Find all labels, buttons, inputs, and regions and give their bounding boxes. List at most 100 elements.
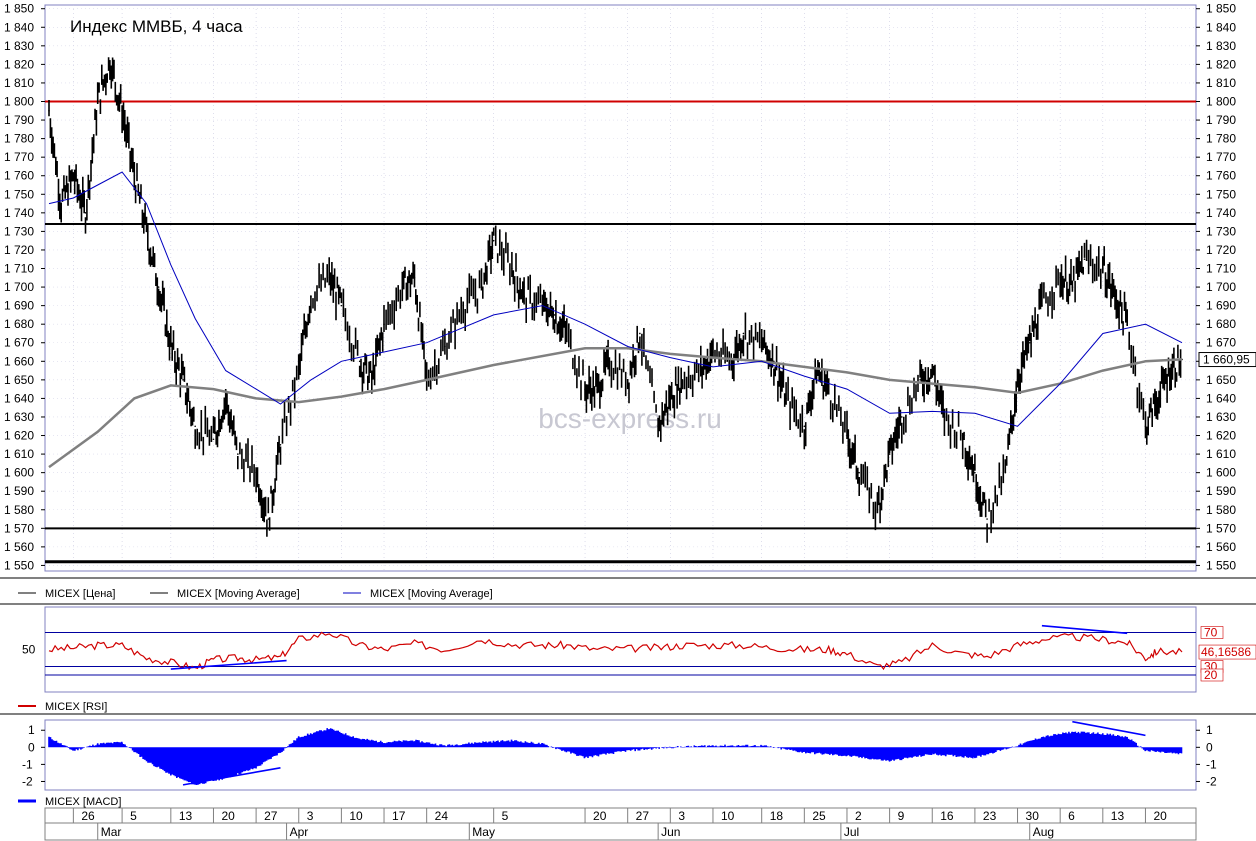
price-point	[699, 369, 702, 372]
price-point	[84, 212, 87, 214]
rsi-level-box	[1200, 668, 1224, 682]
price-point	[1083, 258, 1086, 261]
price-point	[413, 276, 416, 279]
price-tick-label: 1 710	[4, 262, 34, 276]
price-tick-label: 1 600	[1206, 466, 1236, 480]
price-point	[596, 388, 599, 390]
day-label: 24	[435, 809, 449, 823]
day-label: 26	[81, 809, 95, 823]
price-tick-label: 1 720	[1206, 243, 1236, 257]
price-bars-path	[48, 57, 1182, 543]
legend-ma-long: MICEX [Moving Average]	[177, 588, 300, 600]
price-point	[876, 508, 879, 511]
price-point	[340, 304, 343, 307]
price-point	[1016, 379, 1019, 381]
price-tick-label: 1 750	[4, 187, 34, 201]
price-tick-label: 1 620	[1206, 429, 1236, 443]
price-point	[1059, 276, 1061, 279]
rsi-frame	[44, 606, 1197, 693]
price-point	[846, 434, 848, 437]
price-tick-label: 1 650	[1206, 373, 1236, 387]
day-label: 6	[1068, 809, 1075, 823]
macd-histogram	[48, 728, 1183, 785]
price-point	[255, 471, 257, 474]
price-tick-label: 1 670	[4, 336, 34, 350]
price-point	[358, 360, 361, 363]
day-label: 25	[812, 809, 826, 823]
price-tick-label: 1 610	[1206, 447, 1236, 461]
price-point	[681, 379, 684, 381]
last-price-box	[1198, 352, 1256, 368]
horizontal-levels	[45, 100, 1196, 564]
day-label: 18	[770, 809, 784, 823]
price-point	[986, 518, 988, 520]
price-point	[785, 397, 787, 400]
macd-panel: 1 1 0 0 -1 -1 -2 -2	[22, 720, 1217, 788]
price-tick-label: 1 690	[4, 299, 34, 313]
moving-averages	[48, 171, 1183, 469]
price-point	[237, 453, 239, 455]
price-point	[157, 286, 160, 288]
price-point	[1102, 267, 1104, 270]
price-point	[462, 304, 465, 307]
price-point	[742, 332, 745, 335]
trendline-macd	[1072, 720, 1146, 737]
price-point	[565, 332, 568, 335]
price-tick-label: 1 710	[1206, 262, 1236, 276]
price-point	[1126, 323, 1128, 325]
price-point	[1169, 369, 1171, 372]
macd-tick-label: -1	[1206, 757, 1217, 771]
macd-tick-label: -1	[22, 757, 33, 771]
price-point	[1071, 286, 1074, 288]
price-tick-label: 1 850	[1206, 2, 1236, 16]
legend-price: MICEX [Цена]	[45, 588, 115, 600]
price-point	[133, 174, 136, 177]
price-tick-label: 1 840	[1206, 20, 1236, 34]
price-point	[760, 341, 763, 344]
day-label: 13	[1111, 809, 1125, 823]
price-tick-label: 1 830	[1206, 39, 1236, 53]
price-tick-label: 1 790	[1206, 113, 1236, 127]
day-label: 13	[179, 809, 193, 823]
price-point	[511, 267, 513, 270]
day-label: 20	[593, 809, 607, 823]
price-point	[1004, 471, 1007, 474]
price-point	[858, 471, 860, 474]
price-tick-label: 1 630	[4, 410, 34, 424]
price-tick-label: 1 550	[1206, 558, 1236, 572]
month-label: Apr	[290, 825, 309, 839]
price-tick-label: 1 760	[1206, 169, 1236, 183]
price-tick-label: 1 560	[4, 540, 34, 554]
price-tick-label: 1 780	[4, 132, 34, 146]
price-point	[72, 174, 75, 177]
price-point	[212, 438, 215, 441]
price-series	[48, 57, 1183, 543]
price-tick-label: 1 700	[1206, 280, 1236, 294]
price-point	[145, 230, 148, 233]
rsi-legend: MICEX [RSI]	[18, 701, 107, 713]
panel-frames	[0, 4, 1256, 841]
macd-tick-label: 1	[28, 723, 35, 737]
price-tick-label: 1 690	[1206, 299, 1236, 313]
price-point	[1144, 425, 1147, 428]
price-point	[60, 202, 62, 205]
day-label: 30	[1026, 809, 1040, 823]
day-label: 20	[1153, 809, 1167, 823]
price-point	[182, 379, 184, 381]
price-point	[626, 379, 629, 381]
price-tick-label: 1 820	[4, 57, 34, 71]
price-tick-label: 1 680	[1206, 317, 1236, 331]
ma-short-line	[48, 171, 1183, 427]
day-label: 27	[264, 809, 278, 823]
price-tick-label: 1 670	[1206, 336, 1236, 350]
price-point	[267, 518, 270, 520]
price-point	[96, 100, 99, 103]
rsi-last-label: 46,16586	[1201, 645, 1251, 659]
trendline-macd	[182, 767, 281, 786]
price-tick-label: 1 730	[1206, 224, 1236, 238]
price-point	[480, 286, 483, 288]
price-point	[803, 425, 806, 428]
price-point	[383, 323, 385, 325]
